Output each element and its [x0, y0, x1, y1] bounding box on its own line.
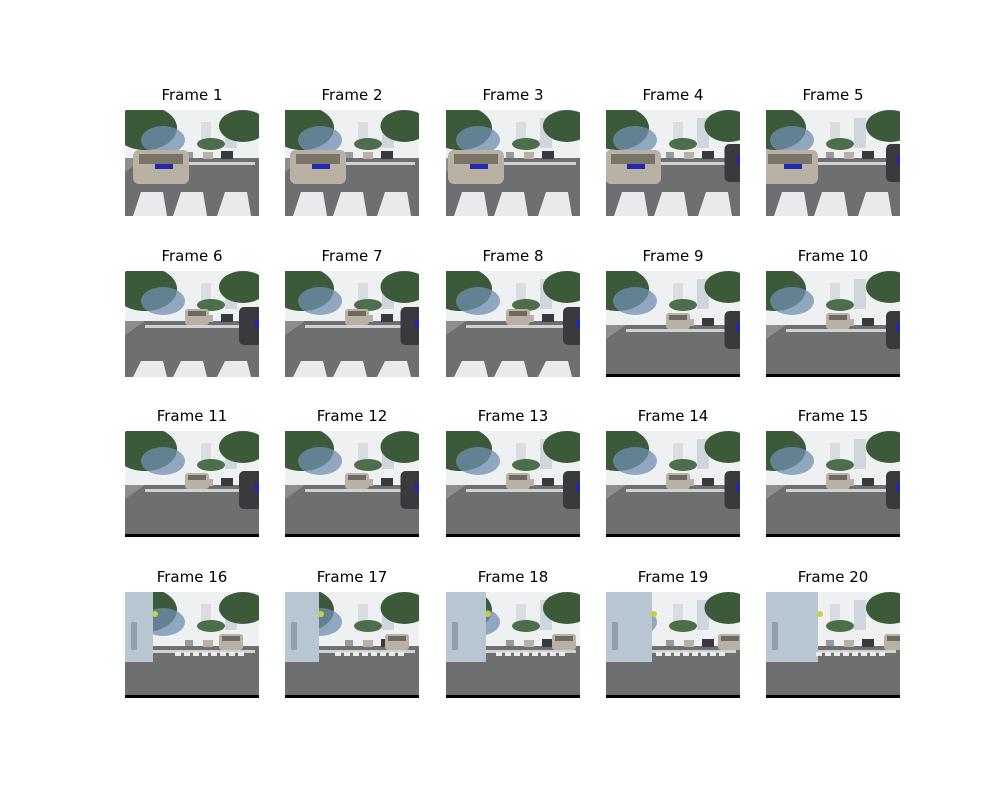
- frame-title: Frame 12: [316, 407, 388, 425]
- frame-image: [766, 271, 900, 377]
- frame-title: Frame 11: [156, 407, 228, 425]
- frame-image: [446, 431, 580, 537]
- frame-image: [766, 431, 900, 537]
- frame-image: [766, 110, 900, 216]
- frame-title: Frame 5: [802, 86, 864, 104]
- frame-title: Frame 4: [642, 86, 704, 104]
- frame-image: [285, 431, 419, 537]
- frame-image: [125, 431, 259, 537]
- frame-image: [285, 110, 419, 216]
- frame-title: Frame 19: [637, 568, 709, 586]
- frame-title: Frame 8: [482, 247, 544, 265]
- frame-title: Frame 3: [482, 86, 544, 104]
- frame-image: [285, 592, 419, 698]
- frame-image: [606, 431, 740, 537]
- frame-title: Frame 16: [156, 568, 228, 586]
- frame-image: [446, 110, 580, 216]
- frame-image: [606, 110, 740, 216]
- frame-image: [606, 271, 740, 377]
- frame-title: Frame 1: [161, 86, 223, 104]
- frame-image: [285, 271, 419, 377]
- frame-title: Frame 9: [642, 247, 704, 265]
- frame-title: Frame 15: [797, 407, 869, 425]
- frame-image: [766, 592, 900, 698]
- frame-title: Frame 6: [161, 247, 223, 265]
- frame-image: [125, 592, 259, 698]
- frame-title: Frame 13: [477, 407, 549, 425]
- frame-image: [446, 271, 580, 377]
- frame-title: Frame 10: [797, 247, 869, 265]
- frame-image: [606, 592, 740, 698]
- frame-title: Frame 18: [477, 568, 549, 586]
- frame-title: Frame 7: [321, 247, 383, 265]
- frame-title: Frame 14: [637, 407, 709, 425]
- frame-image: [125, 271, 259, 377]
- frame-title: Frame 2: [321, 86, 383, 104]
- frame-title: Frame 20: [797, 568, 869, 586]
- frame-title: Frame 17: [316, 568, 388, 586]
- frame-image: [446, 592, 580, 698]
- frame-image: [125, 110, 259, 216]
